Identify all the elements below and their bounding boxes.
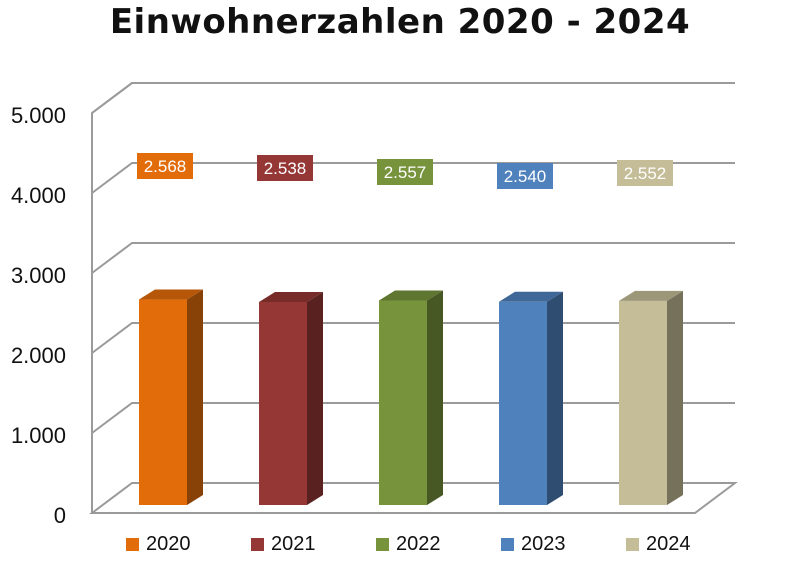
y-tick-label: 2.000 bbox=[11, 343, 66, 368]
y-tick-label: 0 bbox=[54, 503, 66, 528]
legend: 2020 2021 2022 2023 2024 bbox=[126, 533, 691, 555]
bar-top-2022 bbox=[379, 290, 443, 301]
floor bbox=[89, 482, 738, 514]
bars bbox=[139, 289, 683, 505]
gridline bbox=[91, 82, 735, 114]
bar-top-2023 bbox=[499, 291, 563, 302]
side-wall bbox=[91, 82, 133, 513]
data-label-box bbox=[257, 155, 313, 181]
y-tick-label: 1.000 bbox=[11, 423, 66, 448]
legend-swatch bbox=[376, 538, 389, 551]
legend-label: 2023 bbox=[521, 533, 566, 555]
grid-layer bbox=[89, 82, 738, 514]
data-label: 2.557 bbox=[384, 163, 427, 182]
data-label-box bbox=[377, 159, 433, 185]
bar-2022 bbox=[379, 300, 427, 505]
data-label: 2.540 bbox=[504, 167, 547, 186]
bar-2023 bbox=[499, 301, 547, 505]
data-label: 2.538 bbox=[264, 159, 307, 178]
bar-side-2021 bbox=[307, 291, 323, 505]
gridline bbox=[91, 242, 735, 274]
y-tick-label: 5.000 bbox=[11, 103, 66, 128]
bar-top-2020 bbox=[139, 289, 203, 300]
data-label-box bbox=[137, 153, 193, 179]
legend-swatch bbox=[126, 538, 139, 551]
legend-swatch bbox=[251, 538, 264, 551]
bar-side-2020 bbox=[187, 289, 203, 505]
y-tick-label: 3.000 bbox=[11, 263, 66, 288]
chart-title: Einwohnerzahlen 2020 - 2024 bbox=[109, 2, 691, 42]
legend-label: 2022 bbox=[396, 533, 441, 555]
data-label-box bbox=[497, 163, 553, 189]
bar-side-2024 bbox=[667, 290, 683, 505]
data-label-box bbox=[617, 160, 673, 186]
y-tick-label: 4.000 bbox=[11, 183, 66, 208]
legend-swatch bbox=[501, 538, 514, 551]
bar-2020 bbox=[139, 299, 187, 505]
legend-label: 2020 bbox=[146, 533, 191, 555]
data-label: 2.568 bbox=[144, 157, 187, 176]
y-axis-ticks: 0 1.000 2.000 3.000 4.000 5.000 bbox=[11, 103, 66, 528]
legend-label: 2024 bbox=[646, 533, 691, 555]
legend-label: 2021 bbox=[271, 533, 316, 555]
bar-top-2024 bbox=[619, 290, 683, 301]
data-labels: 2.568 2.538 2.557 2.540 2.552 bbox=[137, 153, 673, 189]
data-label: 2.552 bbox=[624, 164, 667, 183]
bar-2021 bbox=[259, 301, 307, 505]
legend-swatch bbox=[626, 538, 639, 551]
bar-2024 bbox=[619, 300, 667, 505]
bar-side-2022 bbox=[427, 290, 443, 505]
bar-top-2021 bbox=[259, 291, 323, 302]
bar-side-2023 bbox=[547, 291, 563, 505]
